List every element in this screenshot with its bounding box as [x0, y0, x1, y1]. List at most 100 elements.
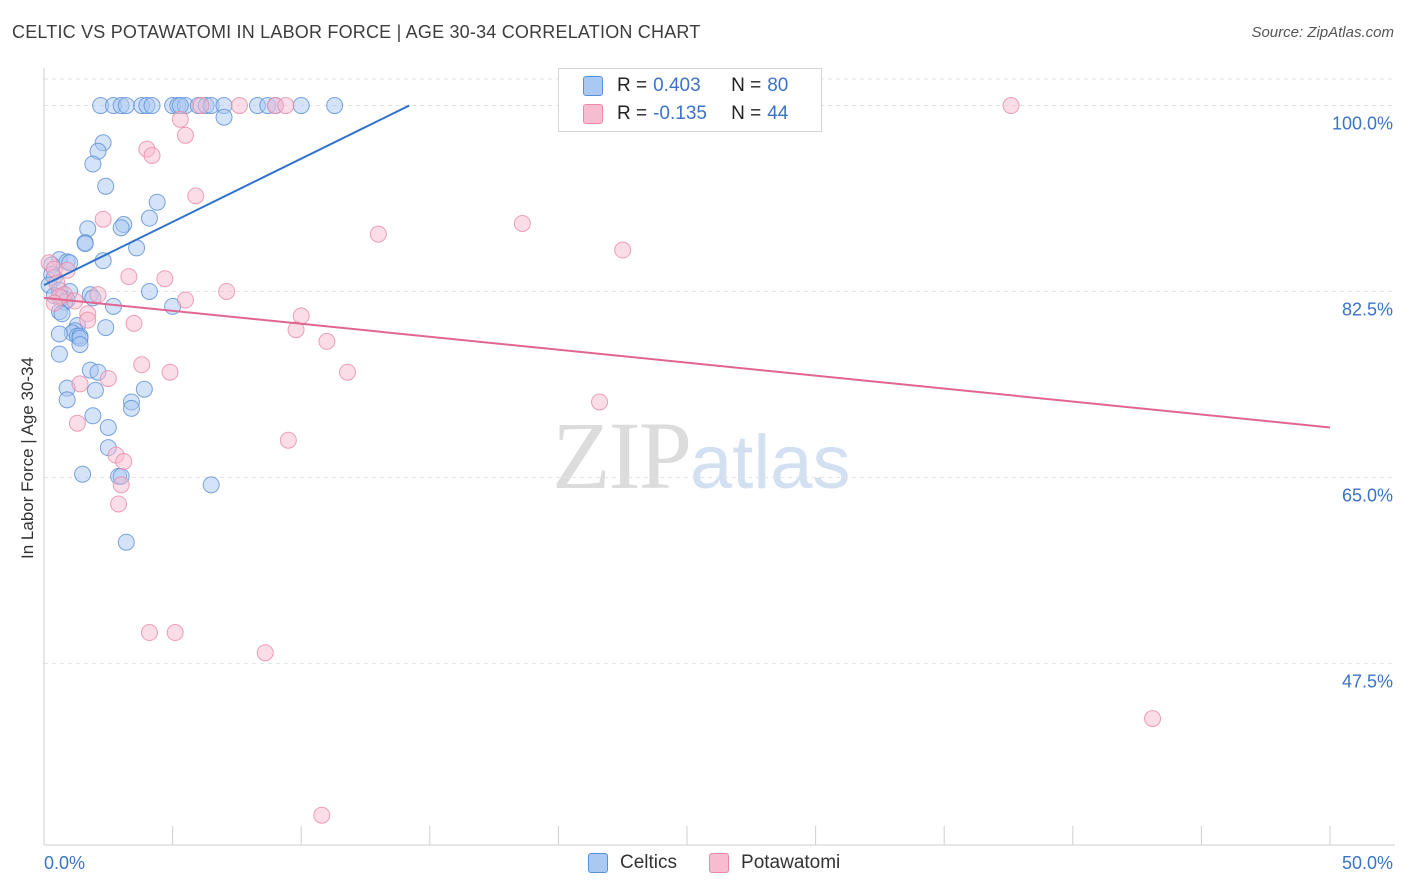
- potawatomi-point: [591, 393, 609, 411]
- celtics-r-label: R =: [617, 75, 648, 96]
- y-tick-label: 47.5%: [1342, 671, 1393, 691]
- potawatomi-point: [176, 291, 194, 309]
- potawatomi-point: [513, 214, 531, 232]
- potawatomi-point: [338, 363, 356, 381]
- potawatomi-point: [94, 210, 112, 228]
- potawatomi-point: [110, 495, 128, 513]
- potawatomi-r-value: -0.135: [653, 103, 707, 124]
- potawatomi-n-value: 44: [767, 103, 789, 124]
- potawatomi-point: [192, 97, 210, 115]
- celtics-n-label: N =: [731, 75, 762, 96]
- celtics-point: [97, 177, 115, 195]
- celtics-point: [74, 465, 92, 483]
- celtics-legend-swatch: [588, 853, 608, 873]
- celtics-point: [143, 97, 161, 115]
- x-tick-label-min: 0.0%: [44, 853, 85, 873]
- potawatomi-point: [313, 806, 331, 824]
- celtics-point: [326, 97, 344, 115]
- legend-row-celtics: R = 0.403 N = 80: [583, 73, 788, 99]
- axes: [43, 68, 1395, 846]
- celtics-point: [76, 235, 94, 253]
- celtics-point: [58, 391, 76, 409]
- potawatomi-point: [112, 476, 130, 494]
- gridlines: [44, 78, 1395, 664]
- x-tick-label-max: 50.0%: [1342, 853, 1393, 873]
- legend-row-potawatomi: R = -0.135 N = 44: [583, 101, 788, 127]
- potawatomi-swatch: [583, 104, 603, 124]
- y-tick-label: 65.0%: [1342, 485, 1393, 505]
- celtics-point: [112, 219, 130, 237]
- potawatomi-point: [1144, 710, 1162, 728]
- celtics-point: [122, 399, 140, 417]
- y-tick-label: 100.0%: [1332, 114, 1393, 134]
- celtics-point: [97, 319, 115, 337]
- celtics-point: [140, 282, 158, 300]
- legend-item-potawatomi: Potawatomi: [709, 852, 840, 874]
- potawatomi-point: [256, 644, 274, 662]
- potawatomi-point: [279, 431, 297, 449]
- potawatomi-point: [120, 268, 138, 286]
- potawatomi-point: [156, 270, 174, 288]
- celtics-point: [202, 476, 220, 494]
- potawatomi-point: [89, 286, 107, 304]
- potawatomi-point: [287, 321, 305, 339]
- potawatomi-point: [614, 241, 632, 259]
- celtics-point: [79, 220, 97, 238]
- potawatomi-trend-line: [43, 296, 1331, 429]
- celtics-point: [117, 533, 135, 551]
- potawatomi-point: [161, 363, 179, 381]
- potawatomi-point: [218, 282, 236, 300]
- celtics-n-value: 80: [767, 75, 789, 96]
- watermark-atlas: atlas: [690, 420, 851, 505]
- potawatomi-point: [68, 414, 86, 432]
- potawatomi-n-label: N =: [731, 103, 762, 124]
- potawatomi-legend-label: Potawatomi: [741, 852, 841, 873]
- correlation-legend: R = 0.403 N = 80 R = -0.135 N = 44: [558, 68, 822, 132]
- series-legend: Celtics Potawatomi: [588, 852, 872, 874]
- potawatomi-point: [277, 97, 295, 115]
- potawatomi-point: [318, 332, 336, 350]
- celtics-point: [50, 345, 68, 363]
- celtics-point: [71, 336, 89, 354]
- source-label: Source: ZipAtlas.com: [1251, 24, 1394, 41]
- potawatomi-point: [115, 452, 133, 470]
- potawatomi-point: [166, 624, 184, 642]
- tick-labels: 100.0% 82.5% 65.0% 47.5% 0.0% 50.0%: [44, 114, 1393, 873]
- celtics-point: [117, 97, 135, 115]
- celtics-point: [140, 209, 158, 227]
- legend-item-celtics: Celtics: [588, 852, 677, 874]
- potawatomi-point: [125, 314, 143, 332]
- celtics-swatch: [583, 76, 603, 96]
- celtics-point: [215, 108, 233, 126]
- potawatomi-r-label: R =: [617, 103, 648, 124]
- celtics-point: [86, 381, 104, 399]
- potawatomi-point: [79, 311, 97, 329]
- celtics-point: [84, 407, 102, 425]
- potawatomi-point: [99, 370, 117, 388]
- potawatomi-point: [133, 356, 151, 374]
- potawatomi-point: [176, 126, 194, 144]
- celtics-point: [135, 380, 153, 398]
- potawatomi-point: [171, 110, 189, 128]
- watermark: ZIPatlas: [552, 400, 851, 511]
- celtics-r-value: 0.403: [653, 75, 701, 96]
- trend-lines: [43, 104, 1331, 429]
- potawatomi-point: [143, 146, 161, 164]
- potawatomi-points: [40, 97, 1162, 824]
- celtics-points: [40, 97, 719, 551]
- celtics-trend-line: [43, 104, 410, 287]
- celtics-point: [84, 155, 102, 173]
- celtics-point: [50, 325, 68, 343]
- potawatomi-point: [140, 624, 158, 642]
- potawatomi-point: [369, 225, 387, 243]
- potawatomi-point: [187, 187, 205, 205]
- celtics-legend-label: Celtics: [620, 852, 678, 873]
- potawatomi-legend-swatch: [709, 853, 730, 873]
- potawatomi-point: [230, 97, 248, 115]
- celtics-point: [148, 193, 166, 211]
- celtics-point: [292, 97, 310, 115]
- watermark-zip: ZIP: [552, 402, 692, 509]
- potawatomi-point: [71, 375, 89, 393]
- celtics-point: [99, 418, 117, 436]
